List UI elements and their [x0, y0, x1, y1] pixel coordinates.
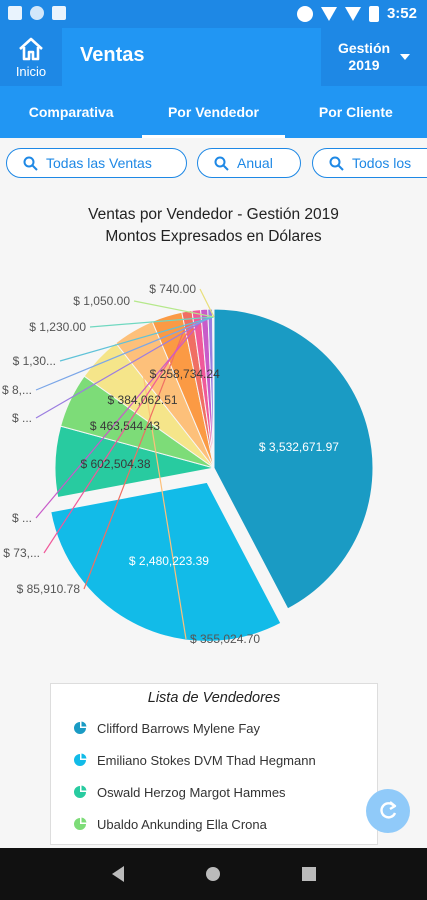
do-not-disturb-icon — [296, 5, 313, 22]
year-selector[interactable]: Gestión 2019 — [321, 28, 427, 86]
pie-leader-line — [199, 288, 215, 318]
legend-item-label: Clifford Barrows Mylene Fay — [97, 720, 261, 736]
status-icons-left — [8, 6, 66, 20]
pie-slice-label: $ 384,062.51 — [108, 393, 178, 407]
pie-slice[interactable] — [50, 481, 282, 642]
notification-icon — [8, 6, 22, 20]
pie-slice-label: $ 1,050.00 — [73, 294, 130, 308]
status-icons-right: 3:52 — [296, 5, 417, 22]
pie-slice-label: $ 3,532,671.97 — [259, 440, 339, 454]
filter-chips: Todas las Ventas Anual Todos los — [0, 148, 427, 182]
filter-chip-sales[interactable]: Todas las Ventas — [6, 148, 187, 178]
sd-card-icon — [52, 6, 66, 20]
refresh-button[interactable] — [366, 789, 410, 833]
legend-item-label: Oswald Herzog Margot Hammes — [97, 784, 286, 800]
pie-leader-line — [35, 316, 214, 391]
home-label: Inicio — [15, 63, 47, 79]
legend-item[interactable]: Clifford Barrows Mylene Fay — [73, 712, 377, 744]
legend-item[interactable]: Oswald Herzog Margot Hammes — [73, 776, 377, 808]
pie-slice-label: $ 85,910.78 — [17, 582, 81, 596]
tab-por-cliente[interactable]: Por Cliente — [318, 104, 393, 120]
pie-chart-icon — [74, 753, 87, 766]
pie-slice-label: $ ... — [12, 411, 32, 425]
chart-subtitle: Montos Expresados en Dólares — [105, 228, 322, 245]
pie-slice-label: $ 740.00 — [149, 282, 196, 296]
search-icon — [329, 156, 344, 171]
legend-panel: Lista de Vendedores Clifford Barrows Myl… — [50, 683, 378, 845]
home-icon — [19, 37, 43, 60]
pie-slice-label: $ 355,024.70 — [190, 632, 260, 646]
back-icon[interactable] — [111, 866, 124, 882]
pie-slice-label: $ 463,544.43 — [90, 419, 160, 433]
pie-slice-label: $ 1,230.00 — [29, 320, 86, 334]
pie-leader-line — [35, 316, 206, 519]
wifi-icon — [320, 6, 337, 21]
dropdown-caret-icon — [400, 54, 411, 60]
legend-item-label: Emiliano Stokes DVM Thad Hegmann — [97, 752, 316, 768]
pie-slice-label: $ ... — [12, 511, 32, 525]
pie-chart-icon — [74, 721, 87, 734]
pie-leader-line — [133, 300, 214, 318]
filter-chip-all-label: Todos los — [352, 155, 412, 171]
filter-chip-period-label: Anual — [237, 155, 273, 171]
pie-slice-label: $ 258,734.24 — [150, 367, 220, 381]
pie-leader-line — [89, 316, 214, 328]
pie-slice-label: $ 2,480,223.39 — [129, 554, 209, 568]
status-time: 3:52 — [386, 5, 417, 22]
pie-chart-icon — [74, 785, 87, 798]
legend-item[interactable]: Emiliano Stokes DVM Thad Hegmann — [73, 744, 377, 776]
tab-bar: Comparativa Por Vendedor Por Cliente — [0, 86, 427, 138]
battery-icon — [368, 5, 379, 22]
pie-slice-label: $ 8,... — [2, 383, 32, 397]
page-title: Ventas — [80, 44, 145, 66]
year-selector-value: 2019 — [348, 57, 380, 73]
filter-chip-sales-label: Todas las Ventas — [46, 155, 152, 171]
chart-title: Ventas por Vendedor - Gestión 2019 — [88, 206, 339, 223]
legend-item-label: Ubaldo Ankunding Ella Crona — [97, 816, 267, 832]
search-icon — [214, 156, 229, 171]
pie-chart-icon — [74, 817, 87, 830]
refresh-icon — [380, 801, 397, 819]
pie-leader-line — [59, 316, 214, 362]
legend-title: Lista de Vendedores — [147, 690, 281, 706]
pie-slices — [50, 308, 374, 642]
year-selector-text: Gestión 2019 — [338, 40, 390, 74]
pie-chart: $ 3,532,671.97 $ 2,480,223.39 $ 602,504.38… — [2, 282, 374, 646]
system-nav-bar — [0, 848, 427, 900]
signal-icon — [344, 6, 361, 21]
sync-icon — [30, 6, 44, 20]
app-bar: Inicio Ventas Gestión 2019 — [0, 28, 427, 86]
pie-slice-label: $ 1,30... — [13, 354, 56, 368]
tab-por-vendedor[interactable]: Por Vendedor — [142, 86, 285, 138]
pie-slice[interactable] — [213, 308, 374, 610]
home-button[interactable]: Inicio — [0, 28, 62, 86]
recent-apps-icon[interactable] — [301, 867, 316, 881]
home-nav-icon[interactable] — [205, 867, 220, 881]
pie-leader-line — [83, 318, 189, 590]
pie-slice-label: $ 602,504.38 — [80, 457, 150, 471]
pie-labels: $ 3,532,671.97 $ 2,480,223.39 $ 602,504.38… — [2, 282, 339, 646]
pie-leader-lines — [35, 288, 215, 640]
year-selector-label: Gestión — [337, 40, 391, 56]
filter-chip-period[interactable]: Anual — [197, 148, 301, 178]
filter-chip-all[interactable]: Todos los — [312, 148, 427, 178]
search-icon — [23, 156, 38, 171]
legend-item[interactable]: Ubaldo Ankunding Ella Crona — [73, 808, 377, 840]
tab-comparativa[interactable]: Comparativa — [28, 104, 114, 120]
pie-leader-line — [35, 316, 211, 419]
status-bar: 3:52 — [0, 0, 427, 28]
pie-slice-label: $ 73,... — [3, 546, 40, 560]
